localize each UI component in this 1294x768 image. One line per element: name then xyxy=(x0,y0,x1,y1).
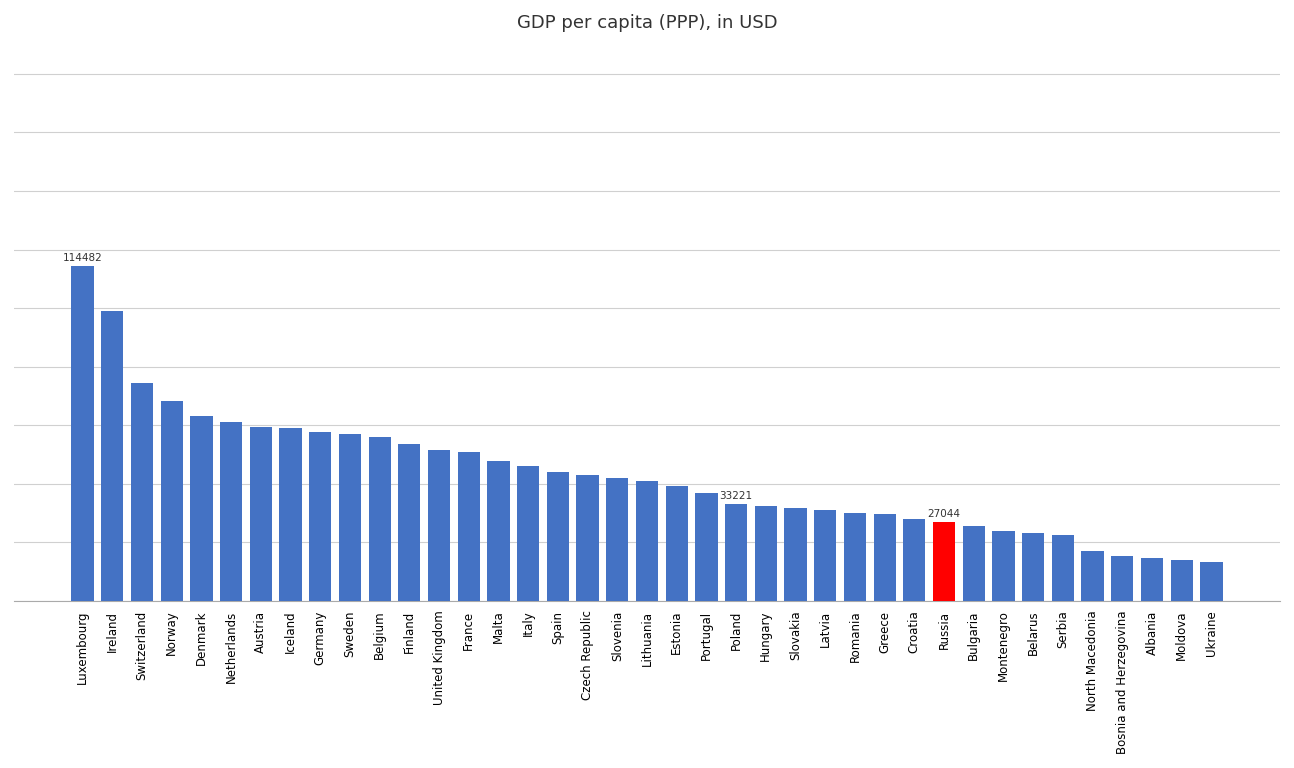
Text: 114482: 114482 xyxy=(62,253,102,263)
Bar xyxy=(101,311,123,601)
Bar xyxy=(784,508,806,601)
Bar xyxy=(725,504,747,601)
Bar xyxy=(635,482,659,601)
Bar xyxy=(488,461,510,601)
Text: 33221: 33221 xyxy=(719,492,753,502)
Bar xyxy=(160,401,182,601)
Bar xyxy=(903,518,925,601)
Bar xyxy=(933,521,955,601)
Bar xyxy=(131,383,153,601)
Bar xyxy=(1141,558,1163,601)
Title: GDP per capita (PPP), in USD: GDP per capita (PPP), in USD xyxy=(516,14,778,32)
Bar xyxy=(754,506,776,601)
Bar xyxy=(1052,535,1074,601)
Bar xyxy=(992,531,1014,601)
Bar xyxy=(220,422,242,601)
Bar xyxy=(606,478,629,601)
Bar xyxy=(1112,555,1134,601)
Bar xyxy=(369,437,391,601)
Bar xyxy=(1201,561,1223,601)
Bar xyxy=(428,449,450,601)
Bar xyxy=(547,472,569,601)
Bar xyxy=(280,428,302,601)
Bar xyxy=(458,452,480,601)
Bar xyxy=(814,510,836,601)
Bar xyxy=(190,416,212,601)
Bar xyxy=(844,513,866,601)
Bar xyxy=(250,427,272,601)
Bar xyxy=(576,475,599,601)
Bar xyxy=(695,493,718,601)
Bar xyxy=(873,514,895,601)
Bar xyxy=(1082,551,1104,601)
Text: 27044: 27044 xyxy=(928,509,960,519)
Bar xyxy=(665,486,688,601)
Bar xyxy=(399,444,421,601)
Bar xyxy=(71,266,93,601)
Bar xyxy=(309,432,331,601)
Bar xyxy=(1171,561,1193,601)
Bar xyxy=(518,466,540,601)
Bar xyxy=(963,526,985,601)
Bar xyxy=(1022,533,1044,601)
Bar xyxy=(339,434,361,601)
